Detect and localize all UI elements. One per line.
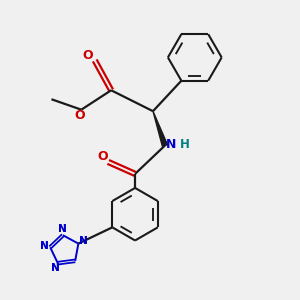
Text: N: N: [58, 224, 67, 234]
Text: N: N: [166, 137, 177, 151]
Text: O: O: [82, 50, 93, 62]
Text: N: N: [58, 224, 67, 234]
Text: N: N: [51, 263, 59, 273]
Text: N: N: [51, 263, 59, 273]
Text: O: O: [74, 109, 85, 122]
Text: N: N: [79, 236, 88, 246]
Text: O: O: [97, 150, 107, 163]
Text: N: N: [40, 241, 49, 251]
Polygon shape: [153, 111, 167, 146]
Text: H: H: [179, 137, 189, 151]
Text: N: N: [40, 241, 49, 251]
Text: N: N: [79, 236, 88, 246]
